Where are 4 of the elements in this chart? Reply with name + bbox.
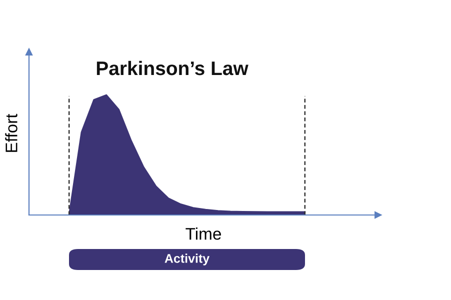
- chart-title: Parkinson’s Law: [96, 60, 248, 76]
- y-axis-title: Effort: [5, 114, 18, 152]
- x-axis-title: Time: [186, 228, 221, 240]
- text: Activity: [164, 254, 210, 266]
